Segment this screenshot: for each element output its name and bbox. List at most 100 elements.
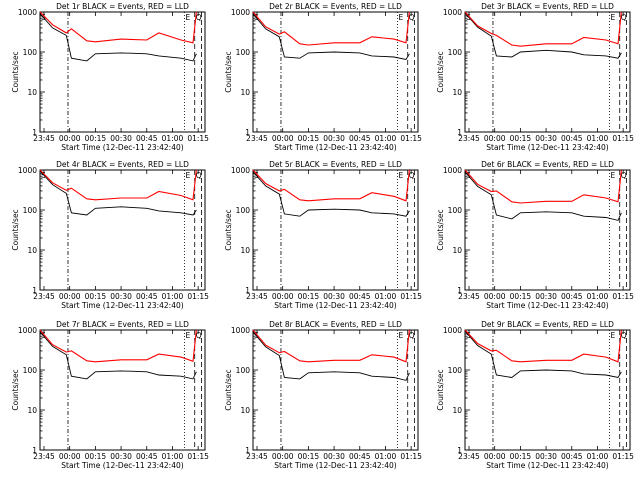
x-tick-label: 01:15 — [612, 134, 634, 143]
x-tick-label: 00:15 — [510, 452, 532, 461]
x-tick-label: 00:00 — [59, 292, 81, 301]
x-tick-label: 23:45 — [33, 292, 55, 301]
y-tick-label: 100 — [448, 366, 463, 375]
marker-e: E — [398, 331, 403, 340]
marker-e: E — [185, 171, 190, 180]
panel-title: Det 2r BLACK = Events, RED = LLD — [269, 2, 402, 11]
marker-e: E — [610, 171, 615, 180]
marker-e: E — [610, 331, 615, 340]
detector-panel-9: Det 9r BLACK = Events, RED = LLD 1 10 100 10… — [436, 320, 634, 470]
y-tick-label: 10 — [452, 88, 462, 97]
events-series-line — [39, 331, 197, 380]
y-axis-label: Counts/sec — [436, 51, 445, 92]
x-tick-label: 00:45 — [561, 452, 583, 461]
y-tick-label: 1000 — [443, 166, 462, 175]
plot-frame — [252, 11, 419, 133]
lld-series-line — [39, 169, 197, 201]
plot-frame — [252, 329, 419, 451]
x-tick-label: 00:30 — [110, 292, 132, 301]
x-tick-label: 00:30 — [323, 452, 345, 461]
y-tick-label: 1000 — [443, 8, 462, 17]
x-tick-label: 01:15 — [400, 134, 422, 143]
y-tick-label: 1 — [245, 286, 250, 295]
x-tick-label: 01:15 — [400, 292, 422, 301]
x-tick-label: 00:15 — [298, 452, 320, 461]
x-axis-label: Start Time (12-Dec-11 23:42:40) — [61, 143, 183, 152]
y-tick-label: 100 — [236, 206, 251, 215]
x-tick-label: 01:00 — [375, 452, 397, 461]
y-tick-label: 1000 — [18, 8, 37, 17]
x-axis-label: Start Time (12-Dec-11 23:42:40) — [274, 301, 396, 310]
lld-series-line — [464, 11, 622, 47]
detector-panel-5: Det 5r BLACK = Events, RED = LLD 1 10 100 10… — [224, 160, 422, 310]
x-tick-label: 00:45 — [349, 292, 371, 301]
detector-panel-1: Det 1r BLACK = Events, RED = LLD 1 10 100 10… — [11, 2, 209, 152]
y-axis-label: Counts/sec — [11, 369, 20, 410]
x-tick-label: 01:00 — [162, 292, 184, 301]
x-tick-label: 23:45 — [246, 452, 268, 461]
y-tick-label: 100 — [236, 366, 251, 375]
x-tick-label: 00:15 — [510, 292, 532, 301]
x-tick-label: 00:00 — [484, 292, 506, 301]
x-axis-label: Start Time (12-Dec-11 23:42:40) — [61, 461, 183, 470]
lld-series-line — [39, 11, 197, 44]
y-tick-label: 1000 — [18, 166, 37, 175]
detector-panel-2: Det 2r BLACK = Events, RED = LLD 1 10 100 10… — [224, 2, 422, 152]
lld-series-line — [39, 329, 197, 363]
x-tick-label: 23:45 — [458, 134, 480, 143]
lld-series-line — [464, 329, 622, 363]
plot-frame — [39, 11, 206, 133]
x-tick-label: 00:15 — [510, 134, 532, 143]
events-series-line — [39, 170, 197, 216]
x-tick-label: 00:30 — [535, 292, 557, 301]
lld-series-line — [252, 169, 410, 202]
marker-q: Q — [409, 331, 415, 340]
events-series-line — [39, 13, 197, 62]
plot-frame — [464, 11, 631, 133]
y-tick-label: 1000 — [231, 166, 250, 175]
y-tick-label: 1 — [457, 128, 462, 137]
x-tick-label: 00:15 — [85, 292, 107, 301]
y-axis-label: Counts/sec — [11, 51, 20, 92]
y-axis-label: Counts/sec — [224, 369, 233, 410]
x-tick-label: 00:45 — [136, 292, 158, 301]
y-tick-label: 1 — [457, 446, 462, 455]
x-tick-label: 00:45 — [136, 134, 158, 143]
x-tick-label: 00:15 — [85, 452, 107, 461]
x-tick-label: 00:30 — [535, 134, 557, 143]
marker-q: Q — [621, 13, 627, 22]
y-tick-label: 10 — [240, 406, 250, 415]
y-tick-label: 1000 — [443, 326, 462, 335]
y-tick-label: 10 — [240, 88, 250, 97]
events-series-line — [252, 13, 410, 61]
x-axis-label: Start Time (12-Dec-11 23:42:40) — [274, 143, 396, 152]
y-tick-label: 100 — [448, 48, 463, 57]
x-axis-label: Start Time (12-Dec-11 23:42:40) — [274, 461, 396, 470]
x-tick-label: 00:45 — [349, 134, 371, 143]
x-tick-label: 00:30 — [323, 134, 345, 143]
y-tick-label: 100 — [23, 48, 38, 57]
y-tick-label: 1 — [457, 286, 462, 295]
y-tick-label: 10 — [27, 406, 37, 415]
x-tick-label: 00:30 — [323, 292, 345, 301]
x-tick-label: 00:00 — [272, 292, 294, 301]
detector-panel-3: Det 3r BLACK = Events, RED = LLD 1 10 100 10… — [436, 2, 634, 152]
lld-series-line — [252, 329, 410, 363]
marker-q: Q — [409, 171, 415, 180]
y-tick-label: 1 — [245, 128, 250, 137]
x-tick-label: 23:45 — [458, 452, 480, 461]
marker-q: Q — [196, 331, 202, 340]
x-tick-label: 01:00 — [162, 452, 184, 461]
plot-frame — [464, 329, 631, 451]
y-tick-label: 100 — [448, 206, 463, 215]
x-tick-label: 00:45 — [561, 134, 583, 143]
y-tick-label: 100 — [23, 366, 38, 375]
panel-title: Det 8r BLACK = Events, RED = LLD — [269, 320, 402, 329]
x-tick-label: 01:00 — [162, 134, 184, 143]
y-axis-label: Counts/sec — [436, 369, 445, 410]
y-tick-label: 100 — [23, 206, 38, 215]
panel-title: Det 1r BLACK = Events, RED = LLD — [56, 2, 189, 11]
events-series-line — [464, 171, 622, 221]
y-tick-label: 1000 — [231, 326, 250, 335]
marker-s: S — [41, 171, 46, 180]
